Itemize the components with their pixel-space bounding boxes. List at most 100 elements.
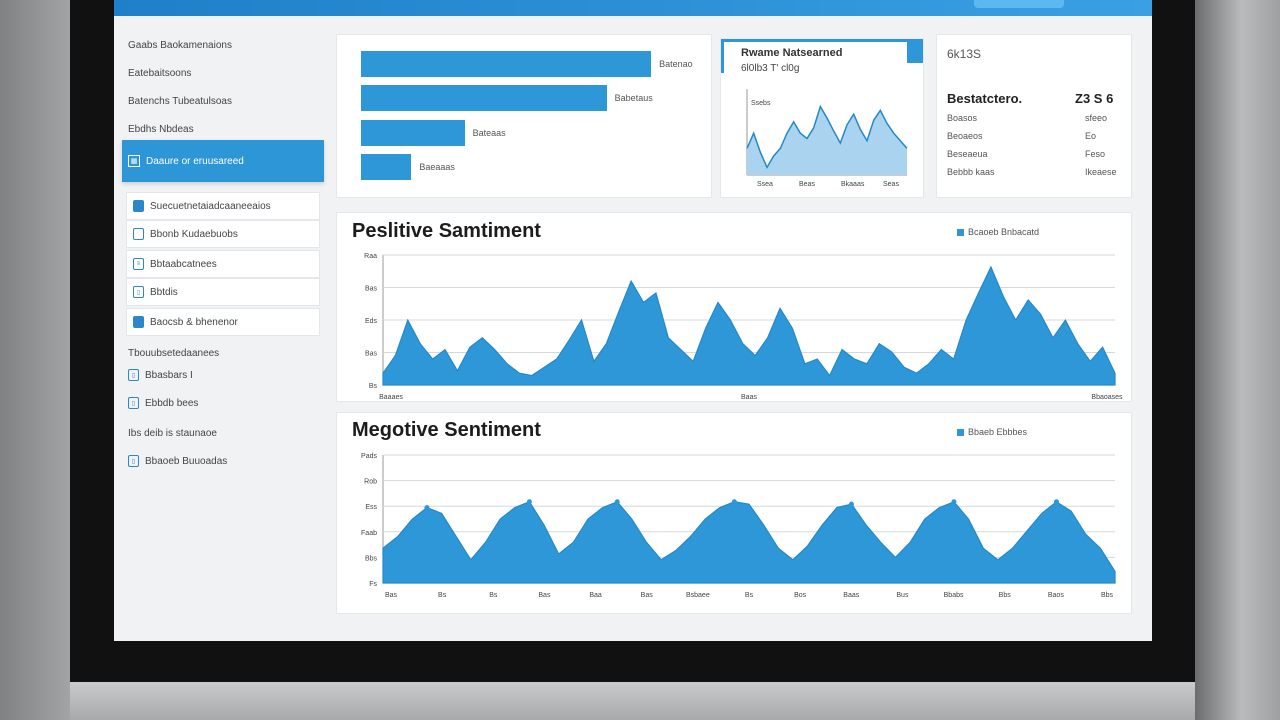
sidebar-item[interactable]: Batenchs Tubeatulsoas xyxy=(122,88,326,114)
sidebar-item-label: Suecuetnetaiadcaaneeaios xyxy=(150,200,271,212)
sidebar-item[interactable]: Ebdhs Nbdeas xyxy=(122,116,326,142)
doc-icon: ▯ xyxy=(128,369,139,381)
x-tick-label: Bos xyxy=(794,592,807,599)
x-tick-label: Bas xyxy=(641,592,654,599)
x-tick-label: Seas xyxy=(883,181,899,188)
bar[interactable] xyxy=(361,154,412,180)
sidebar-item-label: Daaure or eruusareed xyxy=(146,155,244,167)
sidebar-item-label: Eatebaitsoons xyxy=(128,67,192,79)
x-tick-label: Bbs xyxy=(999,592,1012,599)
stat-value: Ikeaese xyxy=(1085,167,1117,177)
x-tick-label: Baos xyxy=(1048,592,1064,599)
bar-label: Baeaaas xyxy=(419,162,455,172)
stat-name: Boasos xyxy=(947,113,978,123)
dashboard-screen: Gaabs Baokamenaions Eatebaitsoons Batenchs… xyxy=(114,0,1152,641)
sidebar-item-label: Bbonb Kudaebuobs xyxy=(150,228,238,240)
positive-sentiment-title: Peslitive Samtiment xyxy=(352,220,541,242)
x-tick-label: Bbs xyxy=(1101,592,1114,599)
trend-card-accent-left xyxy=(721,39,724,73)
x-tick-label: Baas xyxy=(741,394,757,401)
background-wall-right xyxy=(1195,0,1280,720)
monitor-stand xyxy=(70,682,1195,720)
y-tick-label: Raa xyxy=(364,253,377,260)
sidebar-item-label: Ebbdb bees xyxy=(145,397,199,409)
stat-name: Beoaeos xyxy=(947,131,983,141)
stat-name: Beseaeua xyxy=(947,149,988,159)
y-tick-label: Bbs xyxy=(365,555,378,562)
stat-value: Feso xyxy=(1085,149,1106,159)
bar[interactable] xyxy=(361,120,465,146)
x-tick-label: Beas xyxy=(799,181,815,188)
data-point[interactable] xyxy=(424,505,430,511)
legend-swatch xyxy=(957,228,964,236)
grid-icon: ▦ xyxy=(128,155,140,167)
sidebar-item-label: Bbtdis xyxy=(150,286,178,298)
sidebar-item[interactable]: Bbonb Kudaebuobs xyxy=(126,220,320,248)
negative-area-chart: Pads Rob Ess Faab Bbs Fs Bas Bs Bs Bas Baa Bas Bsbae… xyxy=(361,453,1116,599)
sidebar-nav: Gaabs Baokamenaions Eatebaitsoons Batenchs… xyxy=(122,20,326,620)
negative-sentiment-title: Megotive Sentiment xyxy=(352,419,541,441)
sidebar-item[interactable]: ≡ Bbtaabcatnees xyxy=(126,250,320,278)
bar[interactable] xyxy=(361,51,652,77)
x-tick-label: Bs xyxy=(489,592,498,599)
data-point[interactable] xyxy=(731,499,737,505)
sidebar-item[interactable]: ▯ Bbasbars I xyxy=(122,362,326,388)
data-point[interactable] xyxy=(848,501,854,507)
trend-card-accent-tab xyxy=(907,39,923,63)
y-tick-label: Bas xyxy=(365,286,378,293)
stats-card-value: Z3 S 6 xyxy=(1075,91,1114,106)
trend-card: Rwame Natsearned 6l0lb3 T' cl0g Ssebs Sse… xyxy=(720,38,924,198)
area-series xyxy=(382,501,1116,584)
sidebar-item[interactable]: ▯ Bbtdis xyxy=(126,278,320,306)
y-tick-label: Faab xyxy=(361,530,377,537)
x-tick-label: Baaaes xyxy=(379,394,403,401)
x-tick-label: Bsbaee xyxy=(686,592,710,599)
x-tick-label: Bkaaas xyxy=(841,181,865,188)
trend-card-accent xyxy=(721,39,923,42)
x-tick-label: Bbabs xyxy=(944,592,964,599)
area-series xyxy=(382,265,1116,386)
x-tick-label: Bas xyxy=(385,592,398,599)
sidebar-item[interactable]: Tbouubsetedaanees xyxy=(122,340,326,366)
data-point[interactable] xyxy=(1053,499,1059,505)
y-tick-label: Ssebs xyxy=(751,100,771,107)
sidebar-item[interactable]: Eatebaitsoons xyxy=(122,60,326,86)
bar[interactable] xyxy=(361,85,607,111)
data-point[interactable] xyxy=(526,499,532,505)
sidebar-item[interactable]: ▦ Daaure or eruusareed xyxy=(122,140,324,182)
x-tick-label: Bas xyxy=(538,592,551,599)
bar-label: Babetaus xyxy=(614,93,653,103)
square-icon xyxy=(133,228,144,240)
negative-legend: Bbaeb Ebbbes xyxy=(957,427,1027,437)
sidebar-item[interactable]: Ibs deib is staunaoe xyxy=(122,420,326,446)
y-tick-label: Bs xyxy=(369,383,378,390)
trend-card-title: Rwame Natsearned xyxy=(741,47,843,59)
app-header-bar xyxy=(114,0,1152,16)
sidebar-item-label: Bbtaabcatnees xyxy=(150,258,217,270)
sidebar-item[interactable]: Suecuetnetaiadcaaneeaios xyxy=(126,192,320,220)
sidebar-item[interactable]: Baocsb & bhenenor xyxy=(126,308,320,336)
x-tick-label: Bs xyxy=(745,592,754,599)
sidebar-item-label: Batenchs Tubeatulsoas xyxy=(128,95,232,107)
x-tick-label: Baas xyxy=(843,592,859,599)
data-point[interactable] xyxy=(614,499,620,505)
positive-sentiment-card: Peslitive Samtiment Bcaoeb Bnbacatd Raa B… xyxy=(336,212,1132,402)
sidebar-item-label: Tbouubsetedaanees xyxy=(128,347,220,359)
sidebar-item[interactable]: ▯ Ebbdb bees xyxy=(122,390,326,416)
data-point[interactable] xyxy=(951,499,957,505)
negative-legend-label: Bbaeb Ebbbes xyxy=(968,427,1028,437)
bar-label: Bateaas xyxy=(472,128,506,138)
sidebar-item-label: Baocsb & bhenenor xyxy=(150,316,238,328)
stats-card: 6k13S Bestatctero. Z3 S 6 Boasos sfeeo Beo… xyxy=(936,34,1132,198)
header-action-button[interactable] xyxy=(974,0,1064,8)
sidebar-item[interactable]: ▯ Bbaoeb Buuoadas xyxy=(122,448,326,474)
bar-label: Batenao xyxy=(659,59,693,69)
x-tick-label: Baa xyxy=(589,592,602,599)
area-series xyxy=(747,106,907,175)
x-tick-label: Bbaoases xyxy=(1091,394,1123,401)
x-tick-label: Bs xyxy=(438,592,447,599)
stats-card-title: Bestatctero. xyxy=(947,91,1023,106)
y-tick-label: Eds xyxy=(365,318,378,325)
sidebar-item[interactable]: Gaabs Baokamenaions xyxy=(122,32,326,58)
stat-value: sfeeo xyxy=(1085,113,1108,123)
